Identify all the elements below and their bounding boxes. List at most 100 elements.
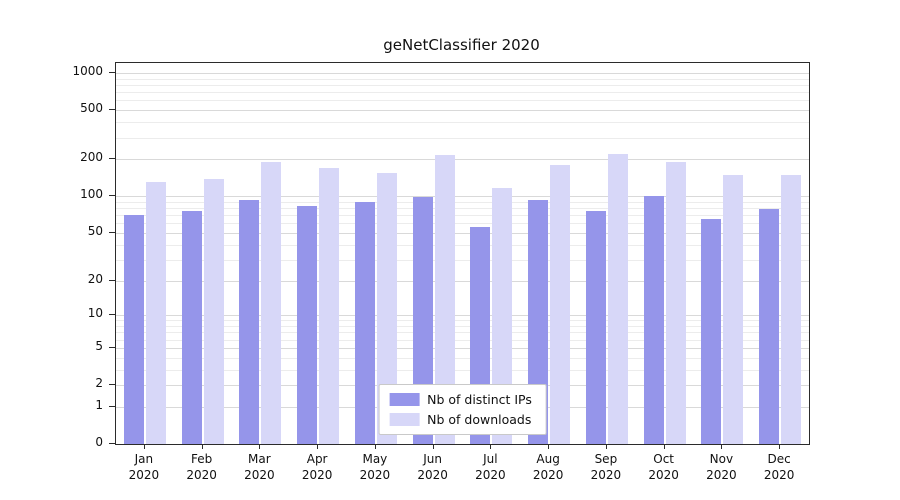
gridline-major (116, 315, 809, 317)
y-tick (109, 72, 115, 73)
x-tick-label: Mar 2020 (229, 451, 289, 483)
bar-distinct-ips (181, 211, 202, 444)
bar-distinct-ips (239, 200, 260, 444)
legend: Nb of distinct IPs Nb of downloads (378, 384, 547, 435)
legend-swatch-downloads (389, 413, 420, 426)
gridline-minor (116, 369, 809, 371)
x-tick-label: Jan 2020 (114, 451, 174, 483)
x-tick (721, 444, 723, 449)
y-tick (109, 405, 115, 407)
x-tick-label: Jun 2020 (403, 451, 463, 483)
x-tick-label-line: 2020 (648, 468, 679, 482)
x-tick (663, 444, 665, 449)
bar-downloads (261, 161, 282, 444)
x-tick (143, 444, 145, 449)
bar-downloads (434, 155, 455, 444)
bar-distinct-ips (297, 206, 318, 444)
y-tick-label: 100 (80, 187, 103, 202)
gridline-minor (116, 326, 809, 327)
x-tick-label-line: Oct (653, 452, 674, 466)
plot-area: Nb of distinct IPs Nb of downloads (115, 62, 810, 445)
gridline-major (116, 196, 809, 198)
x-tick-label-line: 2020 (763, 468, 795, 482)
gridline-minor (116, 92, 809, 94)
y-tick-label: 2 (95, 376, 103, 390)
x-tick (259, 444, 261, 449)
bar-distinct-ips (412, 196, 433, 444)
x-tick-label: May 2020 (345, 451, 405, 483)
y-tick (109, 231, 115, 233)
bar-distinct-ips (528, 200, 549, 444)
x-tick-label: Nov 2020 (691, 451, 751, 483)
bar-downloads (665, 161, 686, 444)
x-tick-label-line: Mar (248, 452, 271, 466)
y-tick-label: 200 (80, 150, 103, 165)
gridline-minor (116, 78, 809, 80)
x-tick-label: Jul 2020 (460, 451, 520, 483)
gridline-minor (116, 122, 809, 124)
bar-downloads (203, 178, 224, 444)
gridline-minor (116, 137, 809, 139)
x-tick-label-line: Apr (306, 452, 328, 466)
gridline-minor (116, 215, 809, 217)
x-tick-label: Feb 2020 (172, 451, 232, 483)
gridline-minor (116, 357, 809, 359)
legend-label-downloads: Nb of downloads (427, 412, 532, 427)
x-tick-label-line: 2020 (244, 468, 275, 482)
gridline-minor (116, 244, 809, 246)
x-tick (605, 444, 607, 449)
gridline-minor (116, 339, 809, 341)
x-tick-label-line: Aug (536, 452, 560, 466)
x-tick-label: Sep 2020 (576, 451, 636, 483)
x-tick-label-line: Sep (594, 452, 618, 466)
y-tick-label: 10 (87, 306, 103, 321)
x-tick-label-line: May (362, 452, 388, 466)
x-tick-label-line: 2020 (128, 468, 160, 482)
x-tick-label-line: 2020 (532, 468, 564, 482)
bar-downloads (319, 167, 340, 444)
gridline-minor (116, 100, 809, 102)
bar-distinct-ips (701, 219, 722, 444)
gridline-major (116, 159, 809, 161)
x-tick-label-line: 2020 (359, 468, 391, 482)
bar-distinct-ips (354, 202, 375, 444)
gridline-major (116, 73, 809, 74)
gridline-minor (116, 84, 809, 86)
y-tick (109, 384, 115, 385)
bar-distinct-ips (759, 209, 780, 444)
x-tick-label-line: 2020 (706, 468, 737, 482)
bar-downloads (376, 172, 397, 444)
x-tick (432, 444, 434, 449)
gridline-minor (116, 259, 809, 261)
y-tick-label: 50 (87, 223, 103, 238)
gridline-minor (116, 223, 809, 225)
y-tick (109, 279, 115, 281)
legend-label-distinct-ips: Nb of distinct IPs (427, 392, 532, 407)
y-tick-label: 500 (80, 101, 103, 116)
x-tick-label-line: Jul (483, 452, 498, 466)
x-tick-label-line: Jun (423, 452, 442, 466)
bar-downloads (781, 174, 802, 444)
bar-downloads (723, 175, 744, 444)
x-tick-label: Apr 2020 (287, 451, 347, 483)
x-tick-label-line: 2020 (186, 468, 217, 482)
x-tick-label-line: 2020 (475, 468, 506, 482)
x-tick (201, 444, 203, 449)
gridline-minor (116, 320, 809, 322)
x-tick (490, 444, 492, 449)
x-tick-label-line: Dec (767, 452, 791, 466)
x-tick-label-line: Feb (191, 452, 213, 466)
y-tick (109, 443, 115, 444)
bar-downloads (145, 181, 166, 444)
gridline-minor (116, 201, 809, 203)
x-tick-label-line: Nov (709, 452, 734, 466)
y-tick (109, 109, 115, 111)
y-tick-label: 5 (95, 338, 103, 353)
x-tick-label: Oct 2020 (634, 451, 694, 483)
y-tick-label: 1000 (72, 64, 103, 78)
y-tick-label: 1 (95, 397, 103, 412)
y-tick (109, 314, 115, 316)
gridline-minor (116, 208, 809, 210)
gridline-major (116, 347, 809, 349)
